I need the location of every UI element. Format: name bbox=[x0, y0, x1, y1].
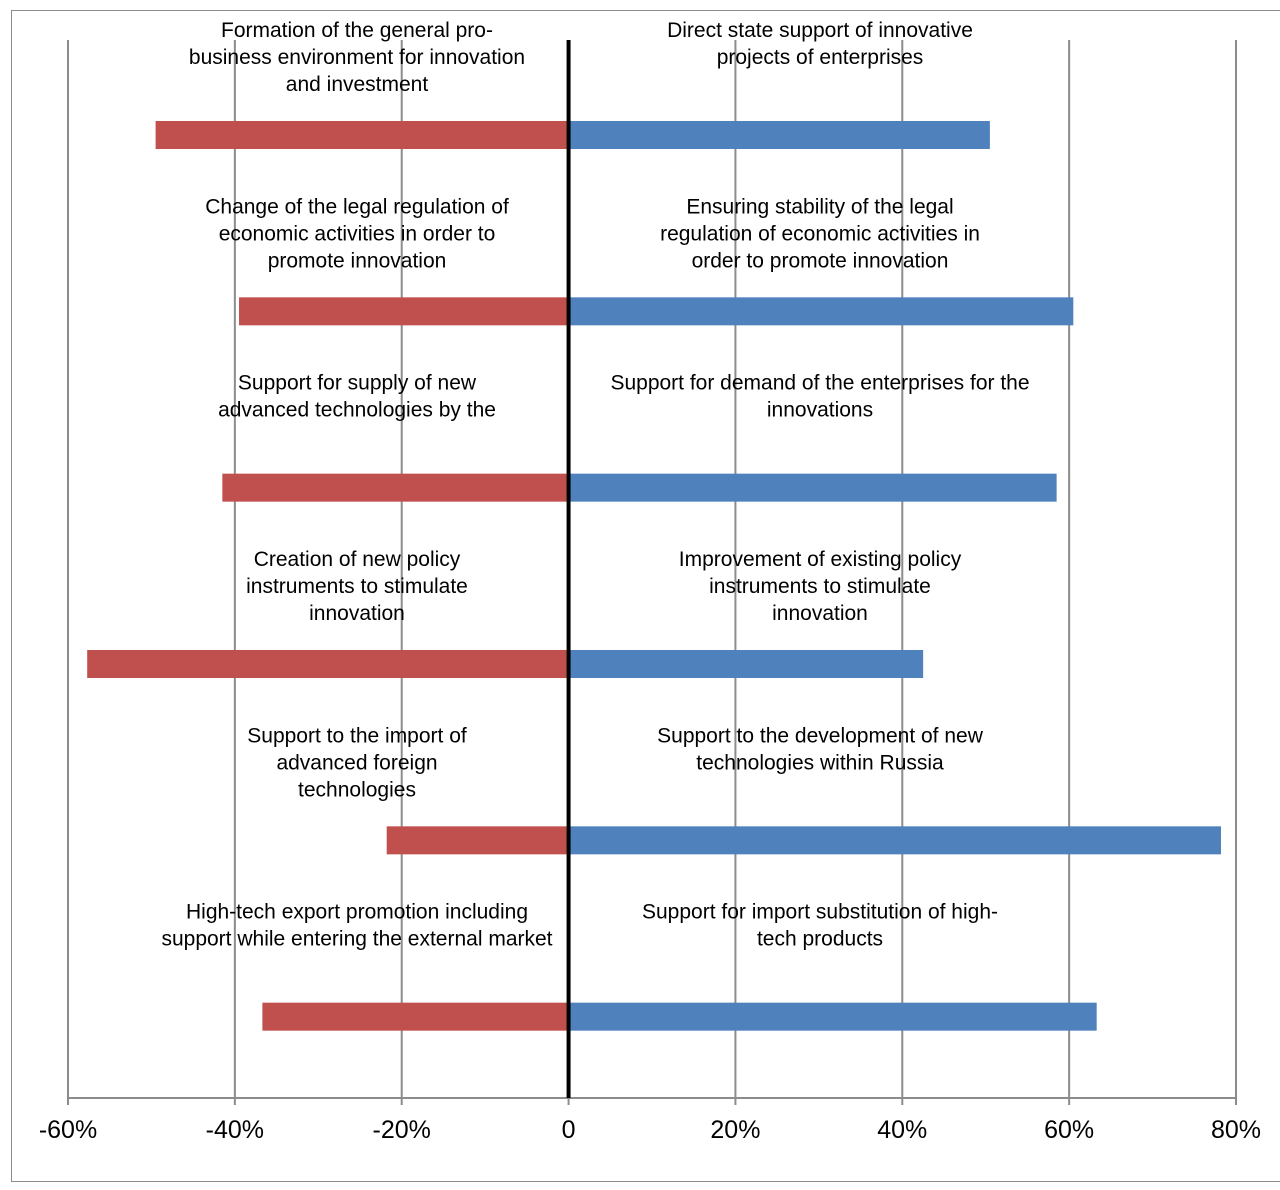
right-category-label-row-2: regulation of economic activities in bbox=[660, 222, 980, 245]
x-tick-label: -40% bbox=[206, 1116, 264, 1144]
category-labels: Formation of the general pro-business en… bbox=[161, 19, 1029, 951]
right-category-label-row-3: innovations bbox=[767, 399, 873, 422]
right-category-label-row-2: Ensuring stability of the legal bbox=[686, 195, 953, 218]
left-category-label-row-4: Creation of new policy bbox=[254, 548, 461, 571]
x-tick-label: 60% bbox=[1044, 1116, 1094, 1144]
bar-right-row-3 bbox=[568, 473, 1057, 502]
right-category-label-row-4: innovation bbox=[772, 602, 868, 625]
bar-right-row-4 bbox=[568, 650, 924, 678]
left-category-label-row-6: support while entering the external mark… bbox=[161, 928, 552, 951]
right-category-label-row-1: projects of enterprises bbox=[717, 46, 924, 69]
left-category-label-row-2: promote innovation bbox=[268, 249, 447, 272]
right-category-label-row-5: technologies within Russia bbox=[696, 751, 944, 774]
grid-lines bbox=[67, 40, 1237, 1098]
right-category-label-row-6: Support for import substitution of high- bbox=[642, 901, 998, 924]
right-category-label-row-4: Improvement of existing policy bbox=[679, 548, 962, 571]
bar-left-row-2 bbox=[239, 297, 569, 326]
axes bbox=[67, 40, 1237, 1105]
left-category-label-row-1: and investment bbox=[286, 73, 429, 96]
x-tick-label: 20% bbox=[710, 1116, 760, 1144]
bars bbox=[87, 121, 1221, 1031]
bar-left-row-4 bbox=[87, 650, 569, 678]
bar-right-row-6 bbox=[568, 1002, 1097, 1031]
right-category-label-row-3: Support for demand of the enterprises fo… bbox=[610, 372, 1029, 395]
right-category-label-row-4: instruments to stimulate bbox=[709, 575, 931, 598]
right-category-label-row-2: order to promote innovation bbox=[692, 249, 949, 272]
x-tick-label: -20% bbox=[373, 1116, 431, 1144]
left-category-label-row-4: instruments to stimulate bbox=[246, 575, 468, 598]
x-tick-label: 80% bbox=[1211, 1116, 1261, 1144]
bar-left-row-1 bbox=[155, 121, 569, 149]
bar-left-row-3 bbox=[222, 473, 569, 502]
bar-right-row-5 bbox=[568, 826, 1221, 855]
bar-right-row-1 bbox=[568, 121, 990, 149]
left-category-label-row-5: advanced foreign bbox=[276, 751, 437, 774]
x-tick-labels: -60% -40% -20% 0 20% 40% 60% 80% bbox=[39, 1116, 1261, 1144]
left-category-label-row-3: advanced technologies by the bbox=[218, 399, 496, 422]
left-category-label-row-1: business environment for innovation bbox=[189, 46, 525, 69]
x-tick-label: 40% bbox=[877, 1116, 927, 1144]
left-category-label-row-4: innovation bbox=[309, 602, 405, 625]
bar-right-row-2 bbox=[568, 297, 1074, 326]
left-category-label-row-2: Change of the legal regulation of bbox=[205, 195, 509, 218]
left-category-label-row-6: High-tech export promotion including bbox=[186, 901, 528, 924]
left-category-label-row-3: Support for supply of new bbox=[238, 372, 477, 395]
left-category-label-row-5: technologies bbox=[298, 778, 416, 801]
x-tick-label: -60% bbox=[39, 1116, 97, 1144]
bar-left-row-6 bbox=[262, 1002, 569, 1031]
bar-left-row-5 bbox=[386, 826, 569, 855]
left-category-label-row-1: Formation of the general pro- bbox=[221, 19, 493, 42]
x-tick-label: 0 bbox=[562, 1116, 576, 1144]
right-category-label-row-6: tech products bbox=[757, 928, 883, 951]
left-category-label-row-2: economic activities in order to bbox=[219, 222, 496, 245]
right-category-label-row-1: Direct state support of innovative bbox=[667, 19, 973, 42]
right-category-label-row-5: Support to the development of new bbox=[657, 724, 984, 747]
left-category-label-row-5: Support to the import of bbox=[247, 724, 467, 747]
